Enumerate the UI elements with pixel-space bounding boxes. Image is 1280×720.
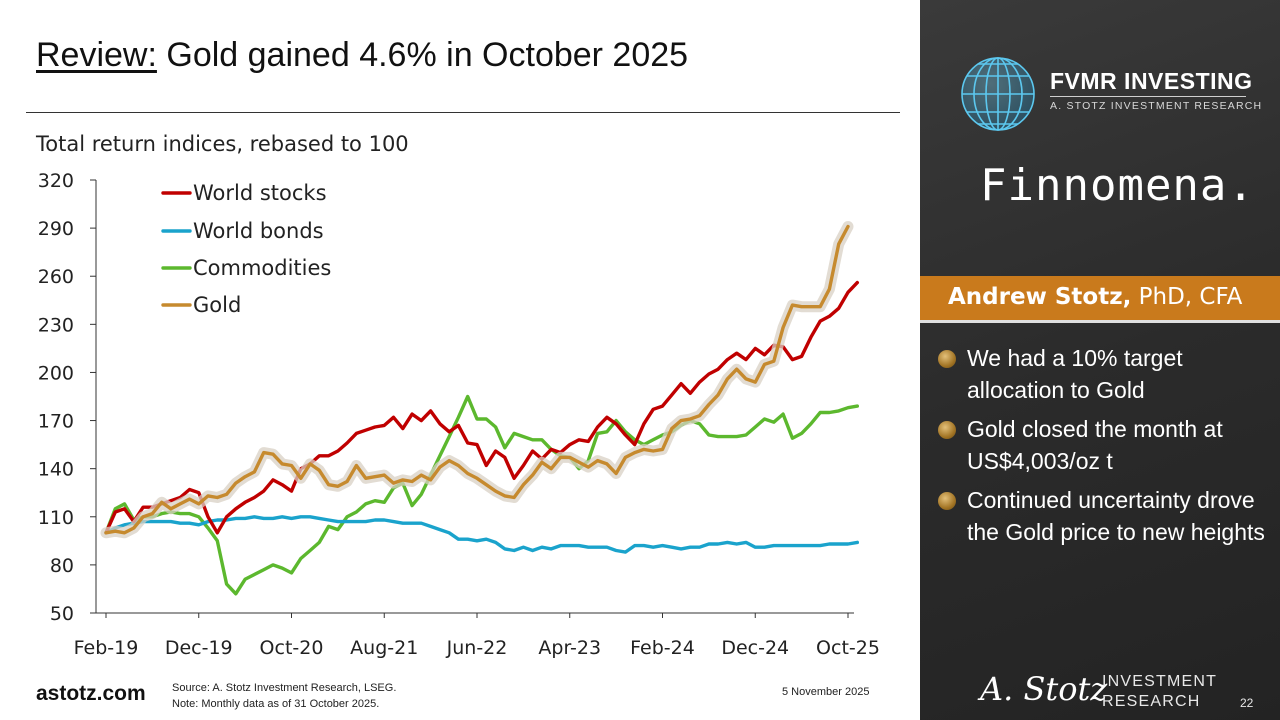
x-tick-label: Oct-25 xyxy=(816,637,880,659)
page-number: 22 xyxy=(1240,696,1254,710)
globe-logo-icon xyxy=(961,57,1035,131)
signature-logo: A. Stotz xyxy=(980,670,1108,708)
title-divider xyxy=(26,112,900,113)
brand-divider xyxy=(1050,96,1246,97)
site-url[interactable]: astotz.com xyxy=(36,682,146,705)
author-name: Andrew Stotz, PhD, CFA xyxy=(948,284,1242,310)
author-band-underline xyxy=(920,320,1280,323)
y-tick-label: 290 xyxy=(38,218,74,240)
x-tick-label: Apr-23 xyxy=(538,637,601,659)
sidebar: FVMR INVESTING A. STOTZ INVESTMENT RESEA… xyxy=(920,0,1280,720)
x-tick-label: Feb-24 xyxy=(630,637,695,659)
series-line-commodities xyxy=(104,394,859,596)
series-line-gold xyxy=(104,224,850,535)
x-tick-label: Aug-21 xyxy=(350,637,418,659)
y-tick-label: 80 xyxy=(50,555,74,577)
y-tick-label: 260 xyxy=(38,266,74,288)
x-tick-label: Dec-24 xyxy=(721,637,789,659)
partner-logo: Finnomena. xyxy=(980,160,1255,211)
y-tick-label: 110 xyxy=(38,507,74,529)
legend-label: World stocks xyxy=(193,181,327,205)
y-tick-label: 200 xyxy=(38,362,74,384)
brand-name: FVMR INVESTING xyxy=(1050,68,1253,94)
x-tick-label: Feb-19 xyxy=(74,637,139,659)
y-tick-label: 50 xyxy=(50,603,74,625)
gold-bullet-icon xyxy=(938,492,956,510)
series-line-world-bonds xyxy=(104,515,859,554)
brand-subtitle: A. STOTZ INVESTMENT RESEARCH xyxy=(1050,100,1263,112)
x-tick-label: Dec-19 xyxy=(165,637,233,659)
bullet-text: Continued uncertainty drove the Gold pri… xyxy=(967,487,1265,545)
title-headline: Gold gained 4.6% in October 2025 xyxy=(156,36,689,74)
y-tick-label: 230 xyxy=(38,314,74,336)
legend-label: Commodities xyxy=(193,256,331,280)
author-credentials: PhD, CFA xyxy=(1131,284,1243,310)
gold-bullet-icon xyxy=(938,421,956,439)
y-tick-label: 320 xyxy=(38,170,74,192)
x-tick-label: Jun-22 xyxy=(446,637,508,659)
x-tick-label: Oct-20 xyxy=(260,637,324,659)
slide-title: Review: Gold gained 4.6% in October 2025 xyxy=(36,36,688,75)
y-tick-label: 140 xyxy=(38,459,74,481)
research-logo-line-1: INVESTMENT xyxy=(1102,673,1218,690)
gold-bullet-icon xyxy=(938,350,956,368)
bullet-text: We had a 10% target allocation to Gold xyxy=(967,345,1183,403)
author-full-name: Andrew Stotz, xyxy=(948,284,1132,310)
legend-label: World bonds xyxy=(193,219,324,243)
series-line-world-stocks xyxy=(104,280,859,535)
legend-label: Gold xyxy=(193,293,241,317)
chart-title: Total return indices, rebased to 100 xyxy=(36,132,409,156)
title-review-label: Review: xyxy=(36,36,157,74)
author-band xyxy=(920,276,1280,320)
source-note: Source: A. Stotz Investment Research, LS… xyxy=(172,682,397,694)
data-note: Note: Monthly data as of 31 October 2025… xyxy=(172,698,380,710)
y-tick-label: 170 xyxy=(38,411,74,433)
research-logo-line-2: RESEARCH xyxy=(1102,693,1201,710)
bullet-text: Gold closed the month at US$4,003/oz t xyxy=(967,416,1223,474)
line-chart: 50 80 110 140 170 200 230 260 290 320 Feb-19 Dec-19… xyxy=(38,170,880,659)
slide-date: 5 November 2025 xyxy=(782,686,870,698)
